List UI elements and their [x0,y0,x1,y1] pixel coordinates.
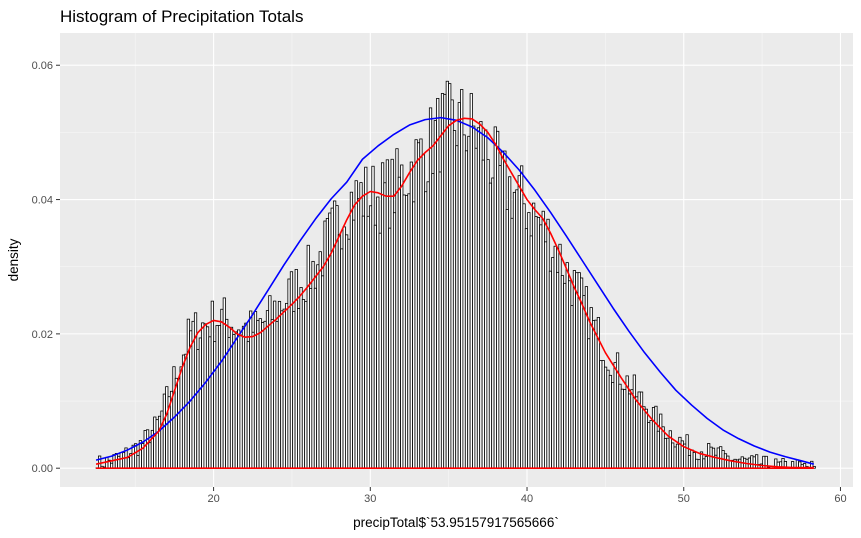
y-tick-label: 0.04 [32,195,53,207]
y-tick-label: 0.02 [32,329,53,341]
density-line-1 [95,117,814,469]
chart-title: Histogram of Precipitation Totals [60,7,303,26]
x-tick-label: 40 [521,493,533,505]
x-tick-label: 50 [678,493,690,505]
x-tick-label: 20 [207,493,219,505]
x-tick-label: 60 [834,493,846,505]
x-tick-label: 30 [364,493,376,505]
x-axis-title: precipTotal$`53.95157917565666` [353,515,559,530]
y-axis-title: density [6,238,21,281]
y-tick-label: 0.06 [32,60,53,72]
y-axis: 0.00 0.02 0.04 0.06 [32,60,60,475]
x-axis: 20 30 40 50 60 [207,487,847,505]
y-tick-label: 0.00 [32,463,53,475]
density-curves [95,116,815,469]
